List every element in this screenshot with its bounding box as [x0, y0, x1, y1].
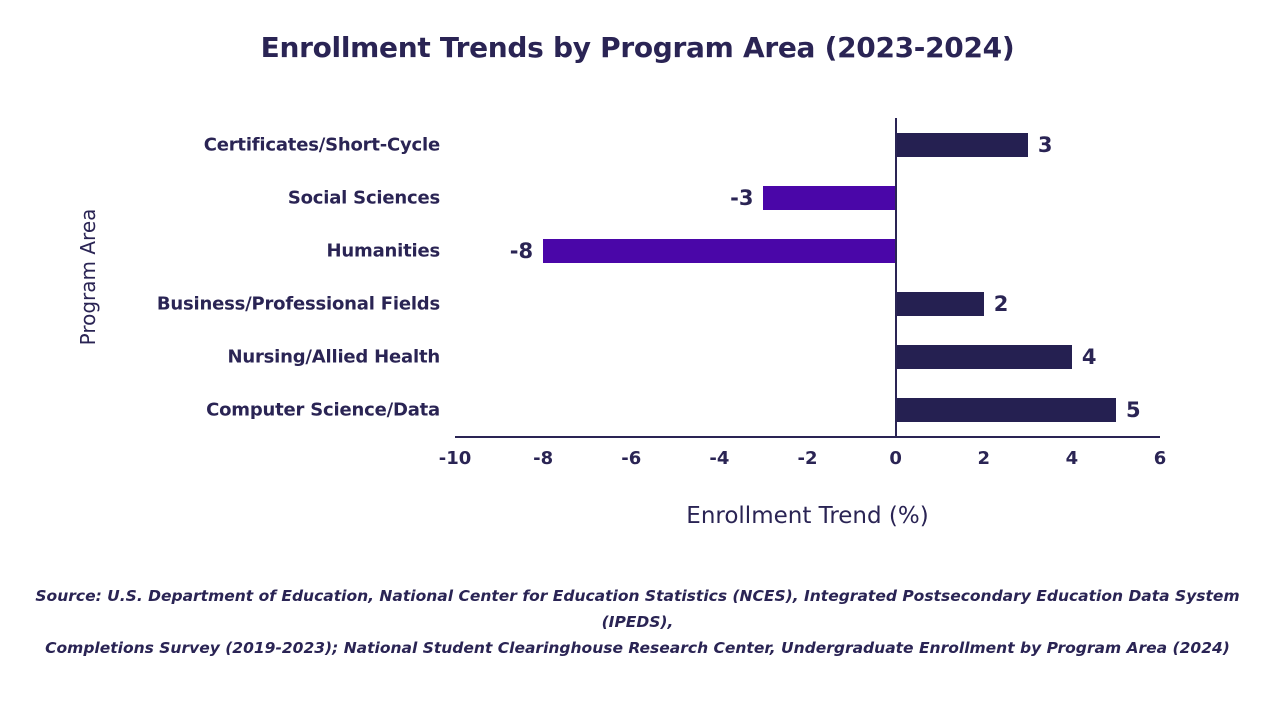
x-tick-label: -6 — [621, 448, 642, 469]
x-tick-label: 2 — [977, 448, 991, 469]
category-label: Business/Professional Fields — [156, 293, 440, 315]
x-tick-label: -4 — [709, 448, 730, 469]
bar-row: Computer Science/Data 5 — [0, 384, 1275, 437]
category-label: Social Sciences — [287, 187, 440, 209]
x-tick-label: 6 — [1153, 448, 1167, 469]
x-tick-label: 0 — [889, 448, 902, 469]
category-label: Humanities — [326, 240, 441, 262]
plot-area: Certificates/Short-Cycle 3 Social Sciences… — [0, 118, 1275, 438]
category-label: Certificates/Short-Cycle — [203, 134, 440, 156]
bar — [895, 132, 1028, 157]
bar — [763, 185, 896, 210]
bar — [895, 292, 984, 317]
value-label: -3 — [730, 185, 754, 210]
x-axis-line — [455, 436, 1160, 438]
bar — [895, 345, 1072, 370]
bar-row: Business/Professional Fields 2 — [0, 278, 1275, 331]
value-label: 2 — [993, 292, 1009, 317]
source-note-line: Source: U.S. Department of Education, Na… — [35, 587, 1240, 631]
x-tick-label: 4 — [1065, 448, 1079, 469]
bar — [543, 238, 896, 263]
chart-title: Enrollment Trends by Program Area (2023-… — [260, 31, 1015, 64]
bar — [895, 398, 1116, 423]
x-axis-ticks: -10 -8 -6 -4 -2 0 2 4 6 — [0, 448, 1275, 472]
bar-row: Certificates/Short-Cycle 3 — [0, 118, 1275, 171]
x-tick-label: -8 — [533, 448, 554, 469]
value-label: 4 — [1081, 345, 1097, 370]
value-label: -8 — [509, 238, 534, 263]
bar-row: Nursing/Allied Health 4 — [0, 331, 1275, 384]
value-label: 5 — [1125, 398, 1141, 423]
zero-axis-line — [894, 118, 897, 437]
source-note: Source: U.S. Department of Education, Na… — [0, 583, 1275, 661]
value-label: 3 — [1037, 132, 1053, 157]
bar-row: Social Sciences -3 — [0, 171, 1275, 224]
bar-row: Humanities -8 — [0, 224, 1275, 277]
x-tick-label: -2 — [797, 448, 818, 469]
source-note-line: Completions Survey (2019-2023); National… — [45, 639, 1230, 657]
category-label: Nursing/Allied Health — [227, 346, 440, 368]
category-label: Computer Science/Data — [206, 399, 440, 421]
x-axis-label: Enrollment Trend (%) — [686, 503, 929, 529]
x-tick-label: -10 — [438, 448, 472, 469]
